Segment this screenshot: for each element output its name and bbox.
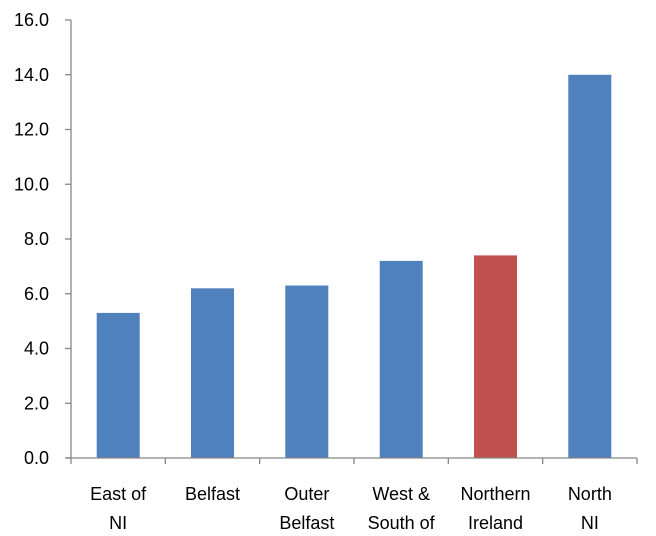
y-tick-label: 4.0: [24, 339, 49, 359]
x-tick-label-line: Belfast: [279, 513, 334, 533]
x-tick-label: North NI: [568, 484, 612, 533]
x-tick-label-line: Outer: [284, 484, 329, 504]
x-tick-label-line: North: [568, 484, 612, 504]
bar-1: [191, 288, 234, 458]
x-tick-label: West & South of: [368, 484, 436, 533]
x-tick-label: Northern Ireland: [460, 484, 530, 533]
x-tick-label: East of NI: [90, 484, 147, 533]
bar-3: [379, 260, 423, 458]
x-tick-label-line: South of: [368, 513, 436, 533]
x-tick-label: Outer Belfast: [279, 484, 334, 533]
bar-4: [474, 255, 517, 458]
bars-layer: [96, 74, 612, 459]
x-tick-label-line: Northern: [460, 484, 530, 504]
bar-5: [568, 74, 612, 459]
x-tick-label-line: NI: [581, 513, 599, 533]
x-tick-label: Belfast: [185, 484, 240, 504]
y-tick-label: 2.0: [24, 393, 49, 413]
x-tick-label-line: East of: [90, 484, 147, 504]
x-tick-label-line: Belfast: [185, 484, 240, 504]
y-tick-label: 12.0: [14, 120, 49, 140]
bar-0: [96, 312, 140, 458]
y-tick-label: 10.0: [14, 174, 49, 194]
x-tick-label-line: NI: [109, 513, 127, 533]
y-tick-label: 8.0: [24, 229, 49, 249]
axes-layer: [65, 19, 638, 464]
labels-layer: 0.0 2.0 4.0 6.0 8.0 10.0 12.0 14.0 16.0 East of NI…: [14, 10, 612, 533]
bar-2: [285, 285, 329, 458]
y-tick-label: 6.0: [24, 284, 49, 304]
y-tick-label: 0.0: [24, 448, 49, 468]
x-tick-label-line: Ireland: [468, 513, 523, 533]
y-tick-label: 16.0: [14, 10, 49, 30]
y-tick-label: 14.0: [14, 65, 49, 85]
x-tick-label-line: West &: [372, 484, 430, 504]
